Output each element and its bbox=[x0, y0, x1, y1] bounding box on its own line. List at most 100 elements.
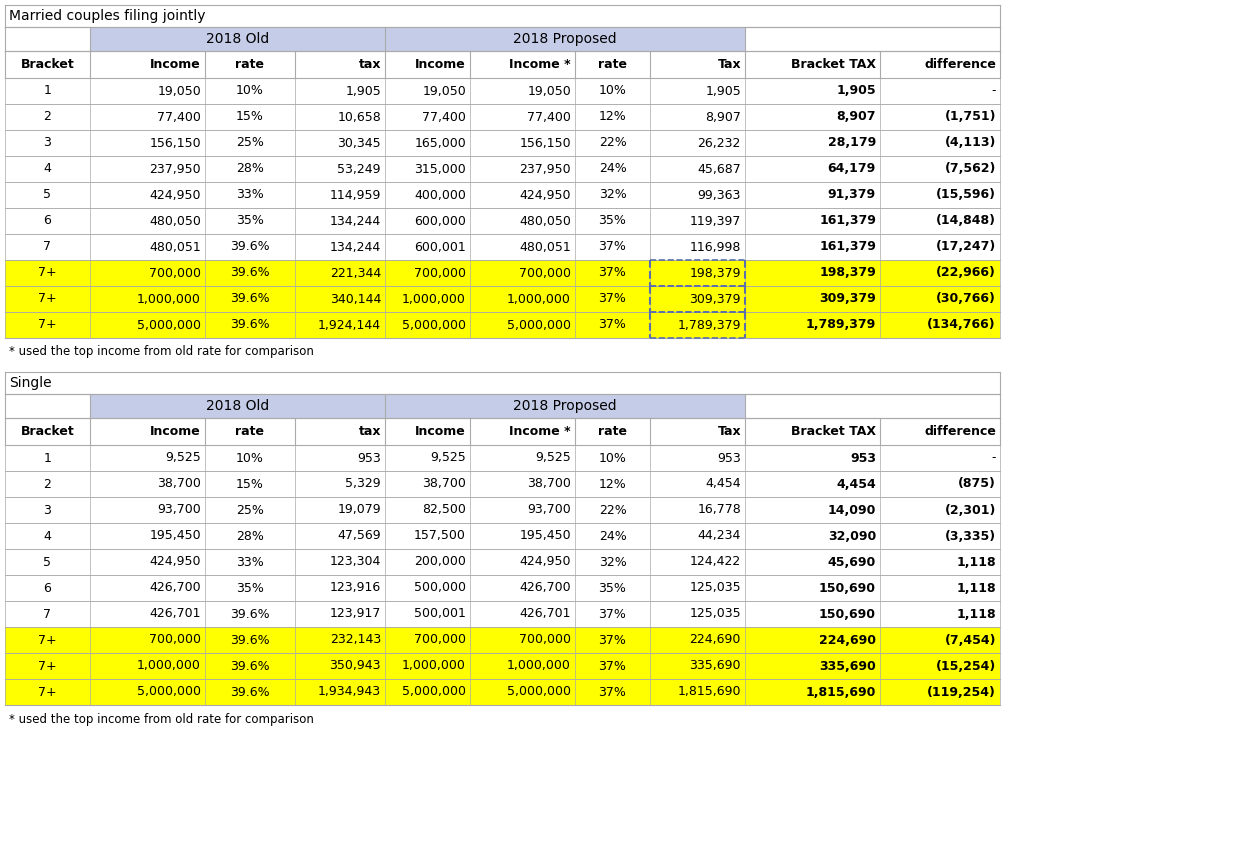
Text: 125,035: 125,035 bbox=[689, 581, 742, 594]
Text: 700,000: 700,000 bbox=[520, 634, 570, 647]
Text: 5: 5 bbox=[43, 189, 52, 202]
Text: 7: 7 bbox=[43, 241, 52, 254]
Bar bbox=[5, 372, 999, 394]
Text: tax: tax bbox=[358, 425, 381, 438]
Text: 424,950: 424,950 bbox=[520, 555, 570, 568]
Text: 134,244: 134,244 bbox=[330, 241, 381, 254]
Bar bbox=[5, 679, 999, 705]
Text: (2,301): (2,301) bbox=[945, 503, 996, 516]
Text: 5,000,000: 5,000,000 bbox=[402, 686, 466, 699]
Text: 1,815,690: 1,815,690 bbox=[806, 686, 875, 699]
Text: (7,454): (7,454) bbox=[945, 634, 996, 647]
Text: 157,500: 157,500 bbox=[414, 529, 466, 542]
Bar bbox=[5, 312, 999, 338]
Text: Tax: Tax bbox=[718, 58, 742, 71]
Text: 37%: 37% bbox=[599, 660, 626, 673]
Text: 426,700: 426,700 bbox=[520, 581, 570, 594]
Text: Income: Income bbox=[415, 58, 466, 71]
Text: 150,690: 150,690 bbox=[818, 581, 875, 594]
Text: 9,525: 9,525 bbox=[165, 451, 201, 464]
Text: 1: 1 bbox=[43, 451, 51, 464]
Text: 2018 Proposed: 2018 Proposed bbox=[513, 399, 616, 413]
Text: 7+: 7+ bbox=[38, 267, 57, 280]
Text: 10%: 10% bbox=[599, 451, 626, 464]
Text: 1,789,379: 1,789,379 bbox=[806, 319, 875, 332]
Text: 150,690: 150,690 bbox=[818, 608, 875, 621]
Bar bbox=[5, 260, 999, 286]
Text: 10%: 10% bbox=[236, 451, 264, 464]
Text: 1,000,000: 1,000,000 bbox=[507, 293, 570, 306]
Bar bbox=[5, 497, 999, 523]
Text: 123,916: 123,916 bbox=[330, 581, 381, 594]
Text: 44,234: 44,234 bbox=[698, 529, 742, 542]
Bar bbox=[5, 27, 999, 51]
Text: 600,000: 600,000 bbox=[414, 215, 466, 228]
Bar bbox=[5, 523, 999, 549]
Bar bbox=[5, 653, 999, 679]
Text: Married couples filing jointly: Married couples filing jointly bbox=[9, 9, 206, 23]
Text: 7+: 7+ bbox=[38, 634, 57, 647]
Text: 77,400: 77,400 bbox=[422, 111, 466, 124]
Text: 5,000,000: 5,000,000 bbox=[136, 319, 201, 332]
Text: 35%: 35% bbox=[236, 215, 264, 228]
Text: (4,113): (4,113) bbox=[945, 137, 996, 150]
Text: rate: rate bbox=[598, 425, 627, 438]
Text: 480,050: 480,050 bbox=[149, 215, 201, 228]
Text: 224,690: 224,690 bbox=[689, 634, 742, 647]
Text: rate: rate bbox=[236, 58, 264, 71]
Text: 953: 953 bbox=[849, 451, 875, 464]
Bar bbox=[5, 445, 999, 471]
Text: 7+: 7+ bbox=[38, 660, 57, 673]
Text: 32%: 32% bbox=[599, 189, 626, 202]
Text: 480,050: 480,050 bbox=[520, 215, 570, 228]
Text: 224,690: 224,690 bbox=[818, 634, 875, 647]
Text: 91,379: 91,379 bbox=[828, 189, 875, 202]
Text: 400,000: 400,000 bbox=[414, 189, 466, 202]
Text: Single: Single bbox=[9, 376, 52, 390]
Text: 8,907: 8,907 bbox=[837, 111, 875, 124]
Text: 24%: 24% bbox=[599, 163, 626, 176]
Bar bbox=[5, 549, 999, 575]
Text: 2018 Old: 2018 Old bbox=[206, 399, 269, 413]
Text: Bracket: Bracket bbox=[21, 425, 74, 438]
Text: 5,000,000: 5,000,000 bbox=[402, 319, 466, 332]
Text: 37%: 37% bbox=[599, 319, 626, 332]
Text: 237,950: 237,950 bbox=[520, 163, 570, 176]
Text: * used the top income from old rate for comparison: * used the top income from old rate for … bbox=[9, 346, 314, 359]
Text: 77,400: 77,400 bbox=[157, 111, 201, 124]
Text: 10%: 10% bbox=[236, 85, 264, 98]
Text: 165,000: 165,000 bbox=[414, 137, 466, 150]
Text: 309,379: 309,379 bbox=[820, 293, 875, 306]
Text: Income *: Income * bbox=[510, 58, 570, 71]
Bar bbox=[5, 394, 999, 418]
Text: Income: Income bbox=[150, 425, 201, 438]
Bar bbox=[5, 471, 999, 497]
Text: 28%: 28% bbox=[236, 529, 264, 542]
Text: 19,050: 19,050 bbox=[423, 85, 466, 98]
Text: 156,150: 156,150 bbox=[520, 137, 570, 150]
Text: 38,700: 38,700 bbox=[422, 477, 466, 490]
Bar bbox=[5, 130, 999, 156]
Text: 64,179: 64,179 bbox=[828, 163, 875, 176]
Text: 4: 4 bbox=[43, 163, 51, 176]
Text: Bracket TAX: Bracket TAX bbox=[791, 425, 875, 438]
Text: 37%: 37% bbox=[599, 293, 626, 306]
Text: Income: Income bbox=[415, 425, 466, 438]
Bar bbox=[91, 394, 384, 418]
Text: 33%: 33% bbox=[236, 555, 264, 568]
Text: 480,051: 480,051 bbox=[520, 241, 570, 254]
Text: (17,247): (17,247) bbox=[936, 241, 996, 254]
Text: 15%: 15% bbox=[236, 477, 264, 490]
Bar bbox=[384, 394, 745, 418]
Text: 480,051: 480,051 bbox=[149, 241, 201, 254]
Text: 22%: 22% bbox=[599, 503, 626, 516]
Text: 125,035: 125,035 bbox=[689, 608, 742, 621]
Text: 953: 953 bbox=[717, 451, 742, 464]
Text: 39.6%: 39.6% bbox=[231, 319, 270, 332]
Text: 82,500: 82,500 bbox=[422, 503, 466, 516]
Text: 1,000,000: 1,000,000 bbox=[138, 293, 201, 306]
Text: 47,569: 47,569 bbox=[337, 529, 381, 542]
Text: 9,525: 9,525 bbox=[430, 451, 466, 464]
Text: 37%: 37% bbox=[599, 634, 626, 647]
Text: 700,000: 700,000 bbox=[149, 634, 201, 647]
